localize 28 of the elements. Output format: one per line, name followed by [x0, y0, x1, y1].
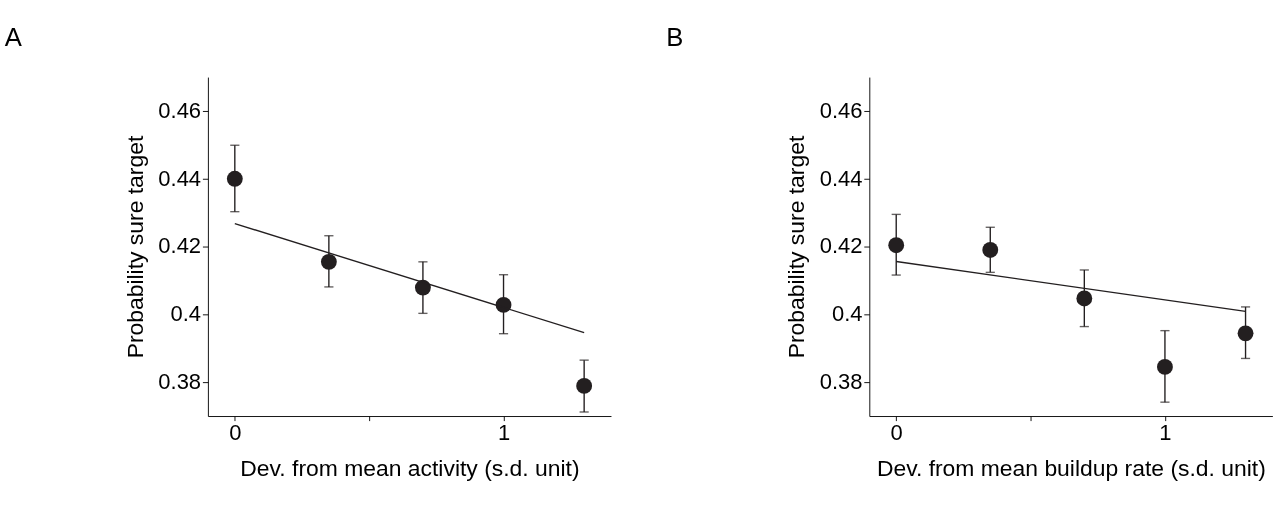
y-tick-label: 0.44 [158, 165, 202, 191]
x-axis-title: Dev. from mean activity (s.d. unit) [240, 455, 580, 482]
point [320, 253, 337, 270]
y-tick-label: 0.38 [819, 369, 863, 395]
point [888, 237, 905, 254]
y-axis-title: Probability sure target [783, 135, 810, 359]
point [982, 242, 999, 258]
x-axis-title: Dev. from mean buildup rate (s.d. unit) [876, 455, 1266, 482]
point [1237, 325, 1254, 342]
chart-title: B [666, 22, 684, 51]
y-tick-label: 0.42 [819, 233, 863, 259]
x-tick-label: 1 [497, 420, 511, 446]
y-tick-label: 0.4 [170, 301, 202, 327]
x-tick-label: 1 [1159, 420, 1172, 446]
x-tick-label: 0 [229, 420, 242, 446]
y-tick-label: 0.46 [819, 97, 863, 123]
y-tick-label: 0.38 [158, 369, 202, 395]
y-axis-title: Probability sure target [121, 135, 148, 359]
point [226, 170, 243, 187]
point [1157, 359, 1173, 375]
y-tick-label: 0.4 [831, 301, 863, 327]
x-tick-label: 0 [890, 420, 903, 446]
y-tick-label: 0.46 [158, 97, 202, 123]
chart-title: A [4, 22, 23, 51]
point [576, 377, 593, 394]
point [1076, 290, 1093, 307]
y-tick-label: 0.42 [158, 233, 202, 259]
y-tick-label: 0.44 [819, 165, 863, 191]
